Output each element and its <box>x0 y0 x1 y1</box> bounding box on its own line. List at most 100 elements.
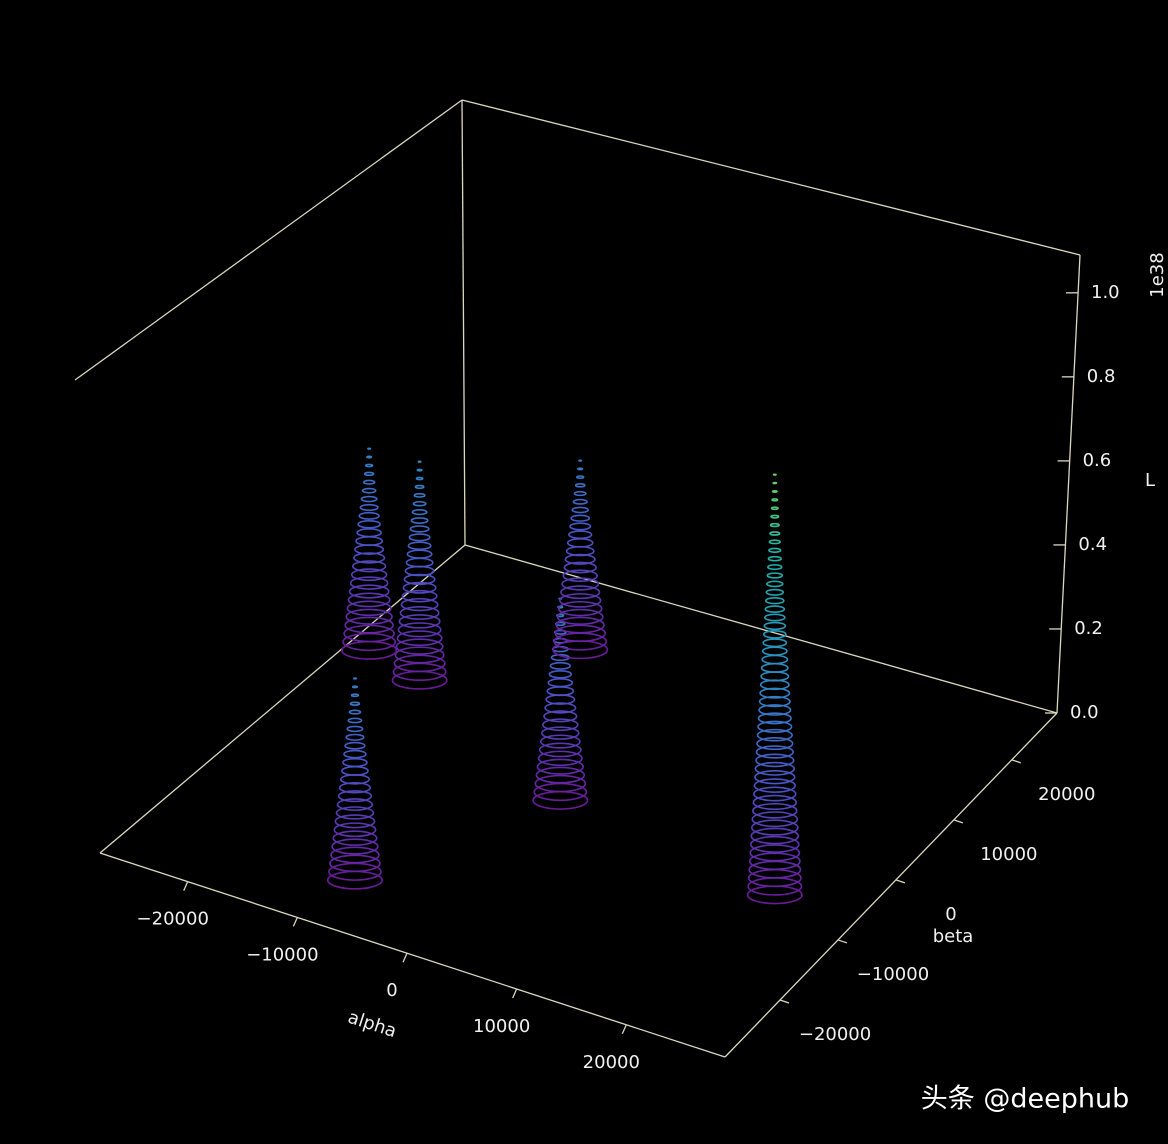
contour-ring <box>536 758 584 775</box>
contour-ring <box>358 511 380 520</box>
contour-ring <box>757 712 792 725</box>
contour-ring <box>570 514 591 522</box>
contour-ring <box>403 573 436 586</box>
contour-ring <box>569 522 592 531</box>
contour-ring <box>756 737 794 751</box>
contour-ring <box>367 447 372 450</box>
contour-ring <box>345 733 365 741</box>
y-tick-label: −10000 <box>857 964 929 985</box>
contour-ring <box>549 661 571 670</box>
contour-ring <box>749 844 801 862</box>
contour-ring <box>770 506 779 511</box>
contour-ring <box>329 854 381 873</box>
contour-ring <box>397 622 442 638</box>
contour-ring <box>543 710 578 723</box>
z-axis-line <box>1056 254 1081 714</box>
contour-ring <box>348 709 362 715</box>
contour-ring <box>345 608 393 625</box>
contour-ring <box>772 473 777 476</box>
contour-ring <box>564 553 596 565</box>
contour-ring <box>765 588 785 596</box>
contour-ring <box>769 531 781 536</box>
pane-edge <box>464 544 1058 714</box>
contour-ring <box>758 695 791 708</box>
contour-ring <box>572 498 588 505</box>
contour-ring <box>413 492 426 498</box>
contour-ring <box>755 745 794 759</box>
contour-ring <box>349 701 361 706</box>
x-tick-label: 0 <box>386 980 397 1001</box>
contour-ring <box>577 467 584 471</box>
contour-ring <box>575 475 585 480</box>
y-tick <box>837 939 848 944</box>
contour-ring <box>554 624 606 643</box>
contour-ring <box>347 592 391 608</box>
contour-ring <box>350 693 360 698</box>
contour-ring <box>336 798 374 811</box>
contour-ring <box>763 621 787 631</box>
contour-ring <box>563 561 597 574</box>
contour-ring <box>409 525 430 533</box>
y-tick <box>1011 759 1022 764</box>
peak <box>326 677 383 890</box>
contour-ring <box>748 852 801 871</box>
x-tick <box>292 917 298 927</box>
contour-ring <box>753 786 797 802</box>
contour-ring <box>349 576 389 590</box>
contour-ring <box>544 702 577 714</box>
contour-ring <box>750 827 800 845</box>
contour-ring <box>766 580 784 588</box>
contour-ring <box>751 811 799 828</box>
contour-ring <box>399 606 440 620</box>
contour-ring <box>407 541 432 551</box>
contour-ring <box>762 638 788 648</box>
contour-ring <box>394 646 445 664</box>
contour-ring <box>754 761 796 776</box>
y-tick-label: 0 <box>945 904 956 925</box>
contour-ring <box>568 530 593 540</box>
contour-ring <box>560 585 601 600</box>
contour-ring <box>542 718 579 732</box>
contour-ring <box>756 728 793 742</box>
contour-ring <box>556 608 604 625</box>
y-tick-label: −20000 <box>799 1024 871 1045</box>
contour-ring <box>335 806 375 820</box>
contour-ring <box>417 460 422 463</box>
contour-ring <box>767 564 783 571</box>
contour-ring <box>330 846 380 864</box>
contour-ring <box>398 614 441 629</box>
contour-ring <box>758 704 792 716</box>
contour-ring <box>356 528 382 538</box>
z-tick-label: 0.2 <box>1074 618 1103 639</box>
contour-ring <box>535 766 586 784</box>
contour-ring <box>768 547 782 553</box>
contour-ring <box>359 503 379 512</box>
contour-ring <box>402 581 437 594</box>
contour-ring <box>412 500 427 507</box>
contour-ring <box>351 685 359 689</box>
contour-ring <box>400 597 439 612</box>
contour-ring <box>573 490 587 497</box>
contour-ring <box>771 489 778 493</box>
contour-ring <box>548 669 573 679</box>
contour-ring <box>395 638 444 655</box>
contour-ring <box>408 533 431 542</box>
contour-ring <box>750 819 799 836</box>
contour-ring <box>346 725 364 733</box>
contour-ring <box>562 569 599 583</box>
contour-ring <box>337 790 373 803</box>
contour-ring <box>547 678 574 688</box>
peak <box>746 473 803 905</box>
contour-ring <box>401 589 438 603</box>
peak <box>341 447 398 660</box>
contour-ring <box>346 600 392 617</box>
contour-ring <box>344 616 394 634</box>
contour-ring <box>353 552 386 564</box>
contour-ring <box>396 630 443 647</box>
contour-ring <box>766 572 784 579</box>
contour-ring <box>538 742 582 758</box>
contour-ring <box>752 794 798 811</box>
x-tick <box>512 988 518 999</box>
